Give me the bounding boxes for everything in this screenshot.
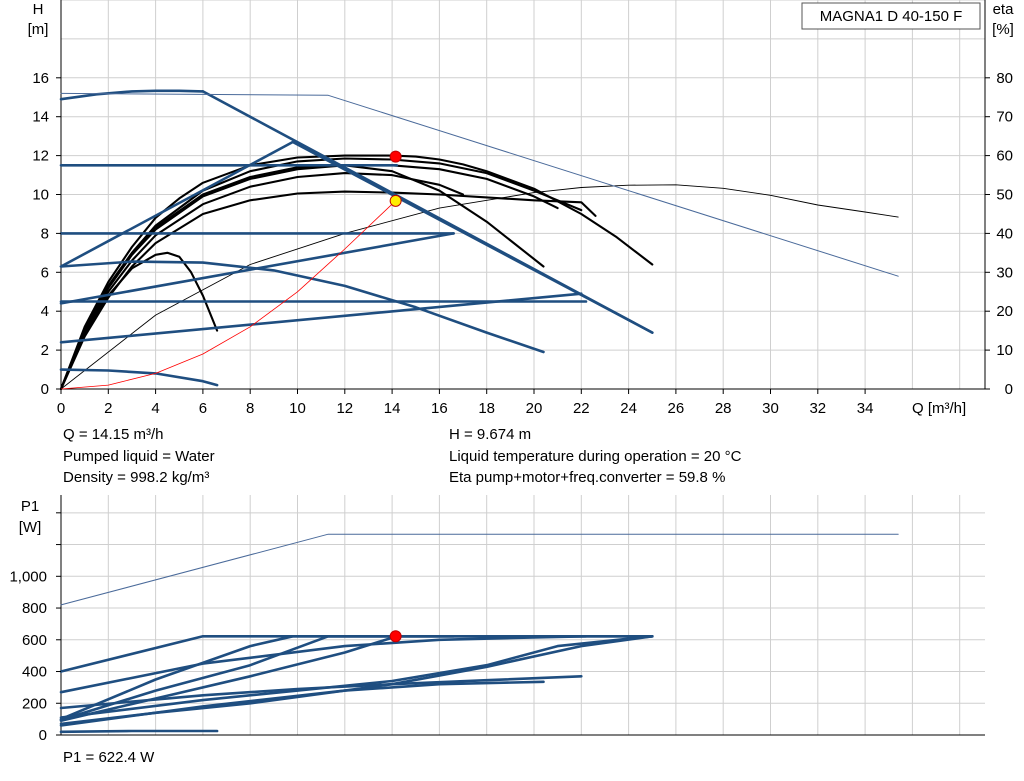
y2-tick-label: 30 — [996, 264, 1013, 281]
info-p1: P1 = 622.4 W — [63, 749, 155, 766]
power-line-6 — [59, 634, 654, 719]
info-density: Density = 998.2 kg/m³ — [63, 469, 209, 486]
operating-point-1 — [389, 194, 402, 207]
x-tick-label: 34 — [857, 400, 874, 417]
power-line-4 — [59, 634, 455, 722]
power-line-1 — [59, 634, 654, 673]
y2-axis-label-line-1: eta — [993, 1, 1015, 18]
series-line-20 — [60, 200, 397, 390]
operating-point-0 — [389, 150, 402, 163]
x-tick-label: 8 — [246, 400, 254, 417]
info-efficiency: Eta pump+motor+freq.converter = 59.8 % — [449, 469, 725, 486]
series-line-3 — [59, 172, 465, 391]
x-tick-label: 6 — [199, 400, 207, 417]
bottom-chart-series — [59, 533, 899, 734]
bottom-chart-grid — [60, 495, 985, 736]
series-line-16 — [59, 292, 583, 344]
p1-tick-label: 0 — [39, 727, 47, 744]
x-tick-label: 12 — [336, 400, 353, 417]
x-tick-label: 2 — [104, 400, 112, 417]
bottom-chart-points — [389, 630, 402, 643]
x-tick-label: 16 — [431, 400, 448, 417]
x-tick-label: 22 — [573, 400, 590, 417]
y2-axis-label-line-2: [%] — [992, 21, 1014, 38]
p1-tick-label: 600 — [22, 632, 47, 649]
x-tick-label: 28 — [715, 400, 732, 417]
y2-tick-label: 50 — [996, 187, 1013, 204]
x-tick-label: 18 — [478, 400, 495, 417]
x-tick-label: 4 — [151, 400, 159, 417]
info-head: H = 9.674 m — [449, 426, 531, 443]
top-chart-grid — [60, 0, 986, 390]
y-tick-label: 8 — [41, 225, 49, 242]
y-tick-label: 16 — [32, 70, 49, 87]
power-line-7 — [59, 674, 583, 710]
y-tick-label: 2 — [41, 342, 49, 359]
x-tick-label: 32 — [809, 400, 826, 417]
x-tick-label: 20 — [526, 400, 543, 417]
p1-tick-label: 200 — [22, 695, 47, 712]
info-liquid-temperature: Liquid temperature during operation = 20… — [449, 448, 742, 465]
series-line-8 — [59, 89, 205, 101]
y2-tick-label: 40 — [996, 225, 1013, 242]
series-line-5 — [59, 164, 545, 391]
y-tick-label: 0 — [41, 381, 49, 398]
power-line-0 — [60, 533, 899, 606]
bottom-chart: 0 200 400 600 800 1,000 P1 [W] — [9, 495, 985, 744]
x-tick-label: 10 — [289, 400, 306, 417]
top-chart: 0 2 4 6 8 10 12 14 16 18 20 22 24 26 28 30 32 34024681012… — [28, 0, 1015, 417]
top-chart-series — [59, 89, 899, 391]
series-line-0 — [59, 154, 654, 391]
p1-tick-label: 1,000 — [9, 568, 47, 585]
info-pumped-liquid: Pumped liquid = Water — [63, 448, 215, 465]
power-line-5 — [59, 634, 399, 723]
x-tick-label: 14 — [384, 400, 401, 417]
p1-axis-label-line-1: P1 — [21, 498, 39, 515]
chart-title-box — [801, 2, 981, 30]
info-flow: Q = 14.15 m³/h — [63, 426, 163, 443]
x-tick-label: 30 — [762, 400, 779, 417]
chart-title: MAGNA1 D 40-150 F — [820, 8, 963, 25]
series-line-7 — [60, 184, 899, 390]
top-chart-tick-labels: 0 2 4 6 8 10 12 14 16 18 20 22 24 26 28 30 32 34024681012… — [32, 70, 1013, 417]
series-line-11 — [291, 140, 654, 334]
series-line-17 — [59, 260, 545, 354]
power-operating-point-0 — [389, 630, 402, 643]
y-tick-label: 12 — [32, 148, 49, 165]
y2-tick-label: 10 — [996, 342, 1013, 359]
y-tick-label: 6 — [41, 264, 49, 281]
x-tick-label: 0 — [57, 400, 65, 417]
series-line-6 — [59, 251, 219, 391]
p1-tick-label: 800 — [22, 600, 47, 617]
top-chart-points — [389, 150, 402, 207]
y-tick-label: 10 — [32, 187, 49, 204]
y-tick-label: 4 — [41, 303, 49, 320]
series-line-19 — [60, 92, 899, 277]
y2-tick-label: 60 — [996, 148, 1013, 165]
p1-tick-label: 400 — [22, 664, 47, 681]
power-line-10 — [59, 729, 219, 734]
series-line-10 — [59, 140, 295, 268]
y2-tick-label: 20 — [996, 303, 1013, 320]
power-line-9 — [59, 634, 654, 726]
bottom-chart-tick-labels: 0 200 400 600 800 1,000 — [9, 512, 61, 744]
y-axis-label-line-1: H — [33, 1, 44, 18]
y2-tick-label: 80 — [996, 70, 1013, 87]
y2-tick-label: 0 — [1005, 381, 1013, 398]
series-line-1 — [59, 157, 583, 391]
y2-tick-label: 70 — [996, 109, 1013, 126]
y-tick-label: 14 — [32, 109, 49, 126]
x-tick-label: 24 — [620, 400, 637, 417]
x-axis-label: Q [m³/h] — [912, 400, 966, 417]
p1-axis-label-line-2: [W] — [19, 519, 42, 536]
y-axis-label-line-2: [m] — [28, 21, 49, 38]
x-tick-label: 26 — [668, 400, 685, 417]
operating-point-info: Q = 14.15 m³/h Pumped liquid = Water Den… — [63, 426, 742, 486]
